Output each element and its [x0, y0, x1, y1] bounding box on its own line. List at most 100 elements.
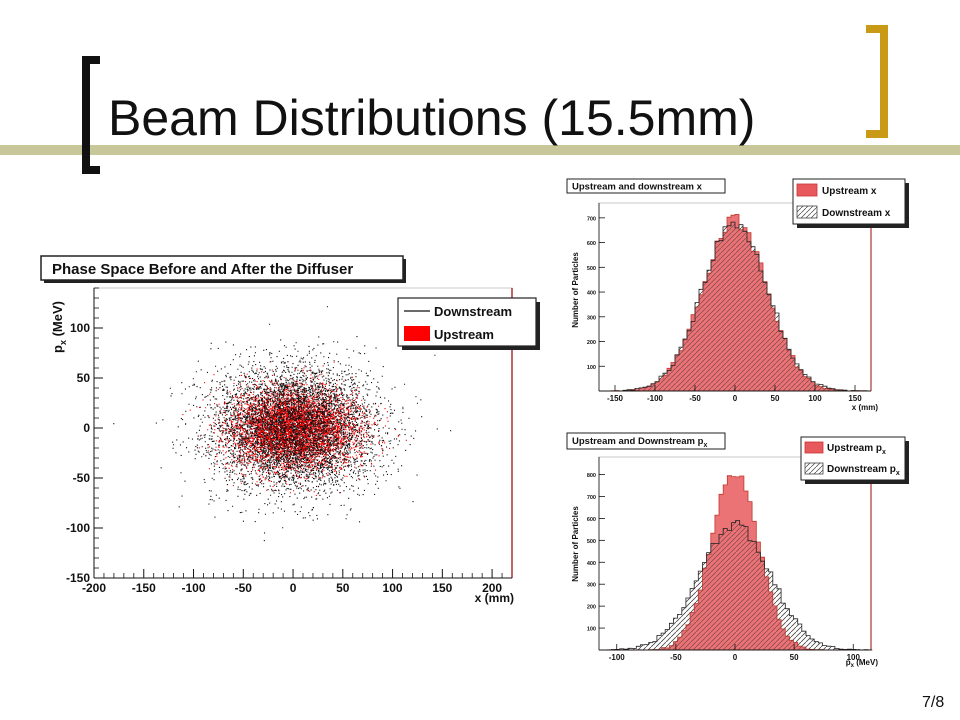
legend-upstream-swatch: [404, 326, 430, 341]
y-tick-label-4: 500: [587, 266, 596, 272]
legend-upstream-swatch: [804, 441, 824, 454]
scatter-points: [113, 306, 452, 542]
scatter-points-downstream-3: [113, 306, 452, 534]
right-bracket-decoration: [866, 25, 888, 138]
y-tick-label-6: 700: [587, 216, 596, 222]
y-tick-label-2: 300: [587, 583, 596, 589]
y-axis-label: px (MeV): [50, 301, 68, 353]
legend-downstream-label: Downstream x: [822, 208, 891, 219]
legend-upstream-label: Upstream px: [827, 443, 886, 456]
y-axis-label-sub: x: [58, 340, 68, 345]
scatter-axes: [93, 287, 512, 579]
x-axis-label: x (mm): [852, 403, 879, 412]
y-tick-label-5: 600: [587, 517, 596, 523]
chart-title: Upstream and downstream x: [572, 182, 703, 193]
legend-upstream-label: Upstream x: [822, 186, 877, 197]
x-tick-label-6: 150: [848, 394, 862, 403]
x-histogram-chart: Upstream and downstream x -150 -100 -50 0 50…: [566, 178, 909, 412]
x-tick-label-2: -100: [182, 581, 206, 595]
x-tick-label-4: 100: [847, 653, 861, 662]
x-tick-label-0: -200: [82, 581, 106, 595]
x-tick-label-1: -150: [132, 581, 156, 595]
chart-title-sub: x: [703, 442, 707, 449]
histogram-tick-labels: -100 -50 0 50 100 100 200 300 400 500 600 700 800: [587, 473, 861, 662]
x-tick-label-4: 50: [771, 394, 780, 403]
y-tick-label-2: 300: [587, 315, 596, 321]
hist-downstream-bars: [599, 221, 871, 392]
y-tick-label-5: 600: [587, 241, 596, 247]
legend: Upstream x Downstream x: [792, 178, 909, 228]
y-tick-label-7: 800: [587, 473, 596, 479]
x-tick-label-2: 0: [733, 653, 738, 662]
y-axis-label: Number of Particles: [571, 252, 580, 328]
legend-upstream-label-sub: x: [882, 449, 886, 456]
legend-box: [800, 436, 906, 481]
chart-title: Phase Space Before and After the Diffuse…: [52, 261, 353, 278]
y-tick-label-1: 200: [587, 605, 596, 611]
x-axis-label: px (MeV): [846, 658, 879, 669]
y-tick-label-1: -100: [66, 521, 90, 535]
x-tick-label-3: -50: [235, 581, 253, 595]
y-tick-label-3: 400: [587, 561, 596, 567]
hist-downstream-bars: [599, 520, 873, 651]
legend-upstream-swatch: [796, 183, 818, 197]
y-tick-label-3: 400: [587, 291, 596, 297]
legend-downstream-label: Downstream: [434, 304, 512, 319]
px-histogram-chart: Upstream and Downstream px -100 -50 0 50 100…: [566, 432, 909, 669]
x-tick-label-8: 200: [482, 581, 502, 595]
slide-title: Beam Distributions (15.5mm): [108, 90, 756, 146]
y-tick-label-6: 700: [587, 495, 596, 501]
y-tick-label-0: 100: [587, 365, 596, 371]
y-tick-label-4: 500: [587, 539, 596, 545]
y-axis-label: Number of Particles: [571, 506, 580, 582]
histogram-tick-labels: -150 -100 -50 0 50 100 150 100 200 300 400 500 600 70…: [587, 216, 862, 403]
legend: Downstream Upstream: [397, 297, 540, 350]
legend-downstream-swatch: [804, 462, 824, 475]
x-tick-label-0: -100: [609, 653, 626, 662]
y-axis-label-main: p: [50, 345, 65, 353]
scatter-tick-labels: -200 -150 -100 -50 0 50 100 150 200-150-100-5005…: [66, 321, 502, 595]
y-tick-label-1: 200: [587, 340, 596, 346]
x-axis-label: x (mm): [475, 591, 514, 605]
x-axis-label-unit: (MeV): [854, 658, 878, 667]
x-axis-label-main: p: [846, 658, 851, 667]
x-tick-label-6: 100: [383, 581, 403, 595]
y-tick-label-2: -50: [73, 471, 91, 485]
x-tick-label-1: -100: [647, 394, 664, 403]
y-tick-label-0: 100: [587, 627, 596, 633]
y-tick-label-4: 50: [77, 371, 91, 385]
x-tick-label-3: 0: [733, 394, 738, 403]
y-tick-label-5: 100: [70, 321, 90, 335]
page-number: 7/8: [922, 694, 945, 711]
legend-downstream-label-sub: x: [896, 470, 900, 477]
legend-downstream-label: Downstream px: [827, 464, 900, 477]
title-underline-bar: [0, 145, 960, 155]
chart-title-main: Upstream and Downstream p: [572, 436, 704, 447]
title-box: [566, 432, 726, 450]
x-tick-label-5: 50: [336, 581, 350, 595]
title-box: [566, 178, 726, 194]
legend-downstream-label-main: Downstream p: [827, 464, 896, 475]
x-tick-label-3: 50: [790, 653, 799, 662]
left-bracket-decoration: [82, 56, 100, 174]
x-tick-label-4: 0: [290, 581, 297, 595]
title-box: [40, 255, 404, 281]
legend-upstream-label-main: Upstream p: [827, 443, 882, 454]
histogram-bars: [599, 214, 871, 392]
y-tick-label-0: -150: [66, 571, 90, 585]
x-tick-label-0: -150: [607, 394, 624, 403]
histogram-axes: [598, 457, 871, 651]
phase-space-scatter-chart: Phase Space Before and After the Diffuse…: [40, 255, 540, 605]
legend: Upstream px Downstream px: [800, 436, 909, 484]
scatter-points-upstream-2: [189, 361, 399, 494]
x-tick-label-1: -50: [670, 653, 682, 662]
y-tick-label-3: 0: [83, 421, 90, 435]
x-axis-label-sub: x: [851, 663, 855, 669]
x-tick-label-5: 100: [808, 394, 822, 403]
x-tick-label-7: 150: [432, 581, 452, 595]
chart-title: Upstream and Downstream px: [572, 436, 707, 449]
histogram-axes: [598, 203, 871, 392]
legend-upstream-label: Upstream: [434, 327, 494, 342]
x-tick-label-2: -50: [689, 394, 701, 403]
legend-downstream-swatch: [796, 205, 818, 219]
